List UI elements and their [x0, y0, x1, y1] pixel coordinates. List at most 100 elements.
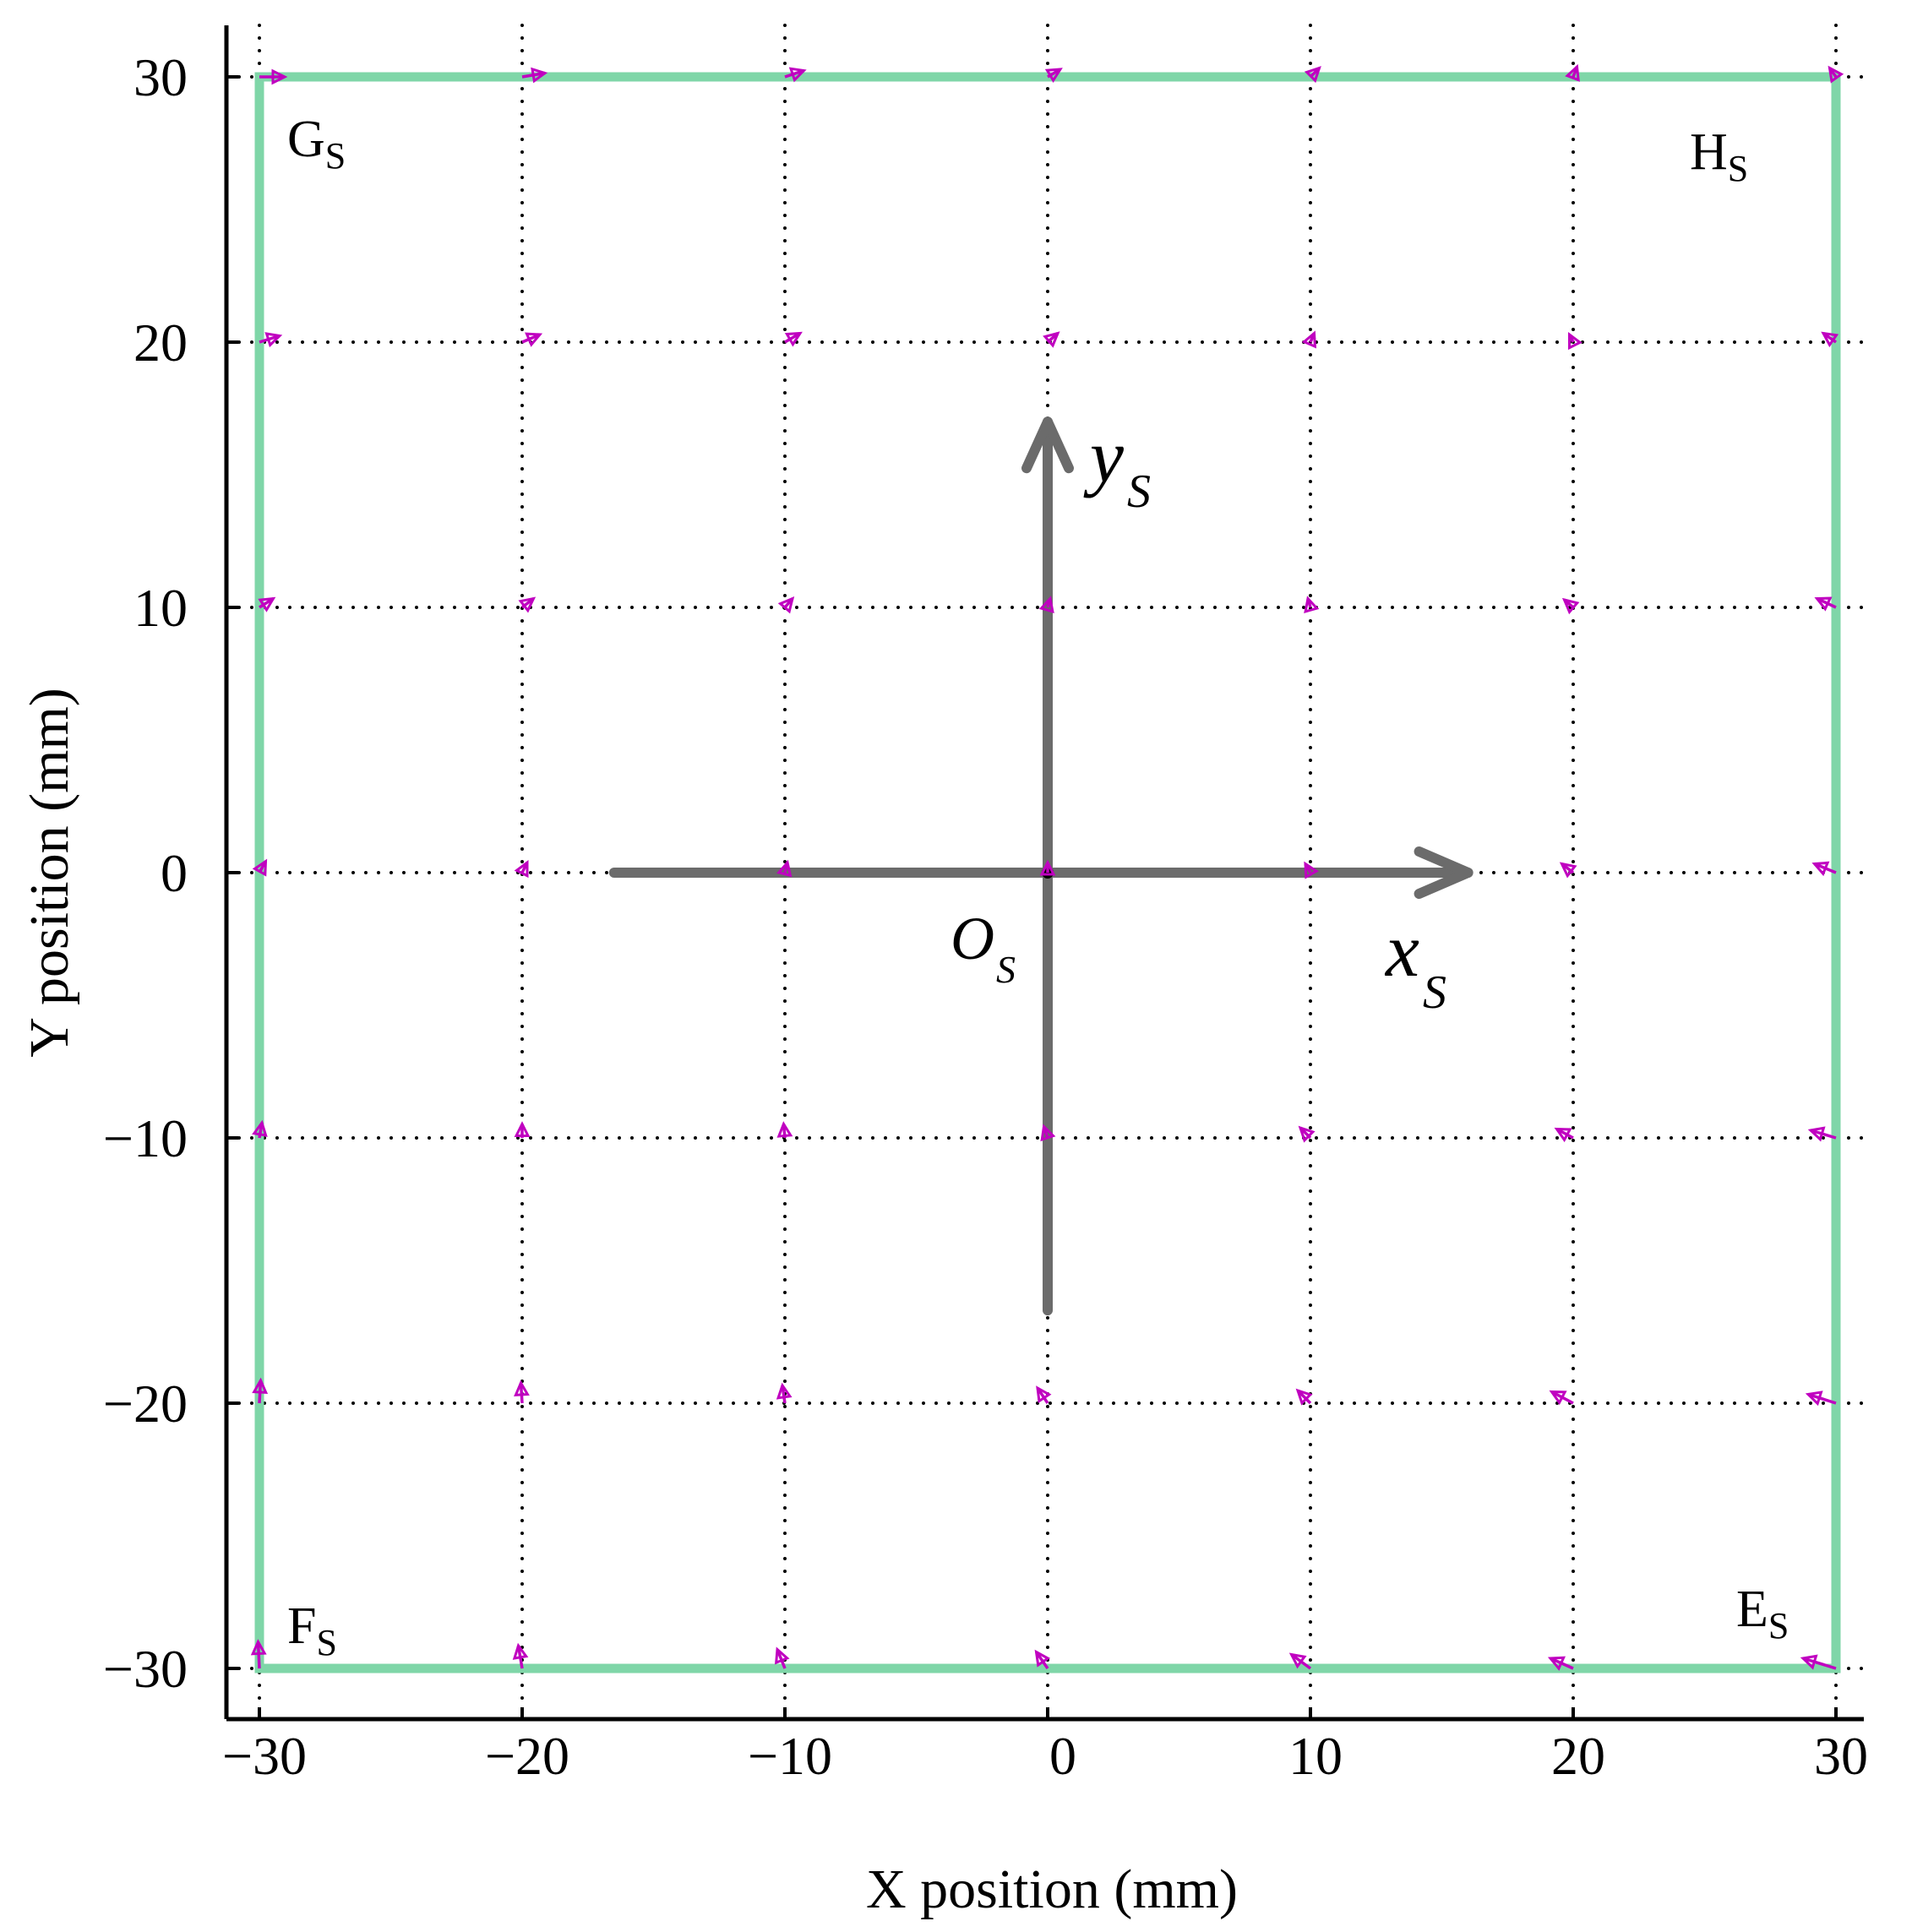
vector-arrow	[1034, 1649, 1051, 1669]
y-tick-label: 20	[133, 313, 188, 373]
sample-frame	[608, 416, 1473, 1316]
vector-head	[775, 1646, 790, 1665]
vector-head	[1814, 596, 1833, 612]
vector-arrow	[1038, 596, 1054, 613]
vector-shaft	[1555, 1127, 1574, 1140]
vector-head	[531, 67, 548, 84]
axes	[224, 25, 1864, 1722]
vector-arrow	[250, 1639, 267, 1669]
vector-head	[512, 1642, 529, 1660]
vector-head	[1040, 1124, 1056, 1142]
origin-label-subscript: S	[996, 948, 1016, 991]
vector-arrow	[259, 332, 283, 348]
vector-head	[264, 332, 283, 348]
vector-head	[777, 596, 795, 614]
x-tick-label: 10	[1288, 1726, 1343, 1786]
vector-head	[776, 1382, 793, 1400]
vector-shaft	[1807, 1392, 1837, 1405]
frame-y-label: yS	[1083, 415, 1151, 518]
corner-label-subscript: S	[316, 1622, 336, 1663]
vector-arrow	[514, 1380, 530, 1404]
vector-shaft	[519, 1382, 524, 1404]
vector-arrow	[776, 1121, 793, 1139]
vector-arrow	[258, 596, 276, 612]
vector-arrow	[1295, 1388, 1313, 1406]
corner-label-subscript: S	[1768, 1605, 1789, 1646]
vector-head	[1044, 68, 1063, 84]
vector-shaft	[1802, 1657, 1837, 1670]
vector-head	[784, 331, 803, 347]
vector-arrow	[1549, 1390, 1574, 1406]
frame-x-label: xS	[1384, 909, 1446, 1019]
vector-shaft	[784, 68, 805, 79]
vector-arrow	[259, 68, 288, 85]
vector-shaft	[781, 1385, 787, 1404]
vector-arrow	[1559, 862, 1577, 879]
vector-head	[1821, 331, 1839, 348]
frame-x-label-subscript: S	[1423, 966, 1446, 1019]
corner-label: GS	[287, 111, 346, 177]
vector-head	[1549, 1390, 1567, 1406]
vector-arrow	[514, 860, 529, 879]
vector-arrow	[252, 1377, 269, 1404]
vector-head	[1295, 1388, 1313, 1406]
y-axis-title: Y position (mm)	[19, 688, 80, 1058]
vector-head	[1304, 861, 1319, 879]
vector-head	[252, 1119, 268, 1137]
y-tick-label: −10	[103, 1108, 188, 1168]
vector-head	[1039, 859, 1056, 876]
vector-head	[1561, 597, 1580, 615]
vector-arrow	[518, 596, 537, 613]
vector-arrow	[521, 332, 543, 347]
x-tick-label: −10	[748, 1726, 832, 1786]
vector-arrow	[1807, 1126, 1837, 1142]
vector-head	[514, 1121, 531, 1137]
vector-head	[776, 1121, 793, 1138]
x-tick-label: 30	[1814, 1726, 1868, 1786]
vector-head	[1547, 1656, 1566, 1671]
vector-head	[1568, 332, 1582, 351]
vector-head	[1304, 596, 1320, 613]
vector-arrow	[1821, 331, 1839, 348]
vector-arrow	[775, 1646, 790, 1669]
vector-head	[252, 858, 268, 877]
vector-arrow	[1298, 1125, 1316, 1143]
vector-shaft	[256, 1641, 261, 1669]
vector-arrow	[1044, 68, 1063, 84]
vector-arrow	[1567, 332, 1582, 351]
vector-head	[1304, 66, 1321, 84]
x-tick-label: −20	[485, 1726, 569, 1786]
vector-shaft	[1035, 1651, 1049, 1669]
corner-label-subscript: S	[325, 135, 346, 177]
vector-arrow	[1304, 66, 1321, 84]
vector-shaft	[1036, 1387, 1049, 1404]
x-tick-label: 20	[1551, 1726, 1605, 1786]
vector-arrow	[512, 1642, 529, 1669]
vector-shaft	[521, 333, 541, 344]
vector-head	[1043, 331, 1060, 348]
vector-arrow	[1561, 597, 1580, 615]
vector-head	[1800, 1654, 1818, 1670]
vector-shaft	[1816, 596, 1837, 609]
vector-arrow	[1805, 1390, 1837, 1407]
vector-field	[250, 63, 1844, 1671]
vector-shaft	[776, 1648, 787, 1669]
x-axis-title: X position (mm)	[866, 1859, 1238, 1920]
vector-head	[1559, 862, 1577, 879]
vector-arrow	[1814, 596, 1837, 612]
vector-head	[1036, 1385, 1052, 1404]
vector-shaft	[1296, 1389, 1312, 1405]
vector-arrow	[1811, 861, 1837, 877]
labels: −30 −20 −10 0 10 20 30 −30 −20 −10 0 10 20 30 X positi…	[19, 47, 1868, 1920]
vector-arrow	[1565, 63, 1580, 82]
vector-arrow	[1800, 1654, 1837, 1670]
vector-head	[1301, 330, 1317, 349]
vector-arrow	[1040, 1124, 1056, 1142]
vector-arrow	[1043, 331, 1060, 348]
vector-arrow	[521, 67, 548, 84]
vector-head	[518, 596, 537, 613]
vector-arrow	[776, 1382, 793, 1404]
vector-arrow	[784, 67, 807, 83]
vector-head	[252, 1377, 269, 1394]
vector-head	[1805, 1390, 1823, 1407]
